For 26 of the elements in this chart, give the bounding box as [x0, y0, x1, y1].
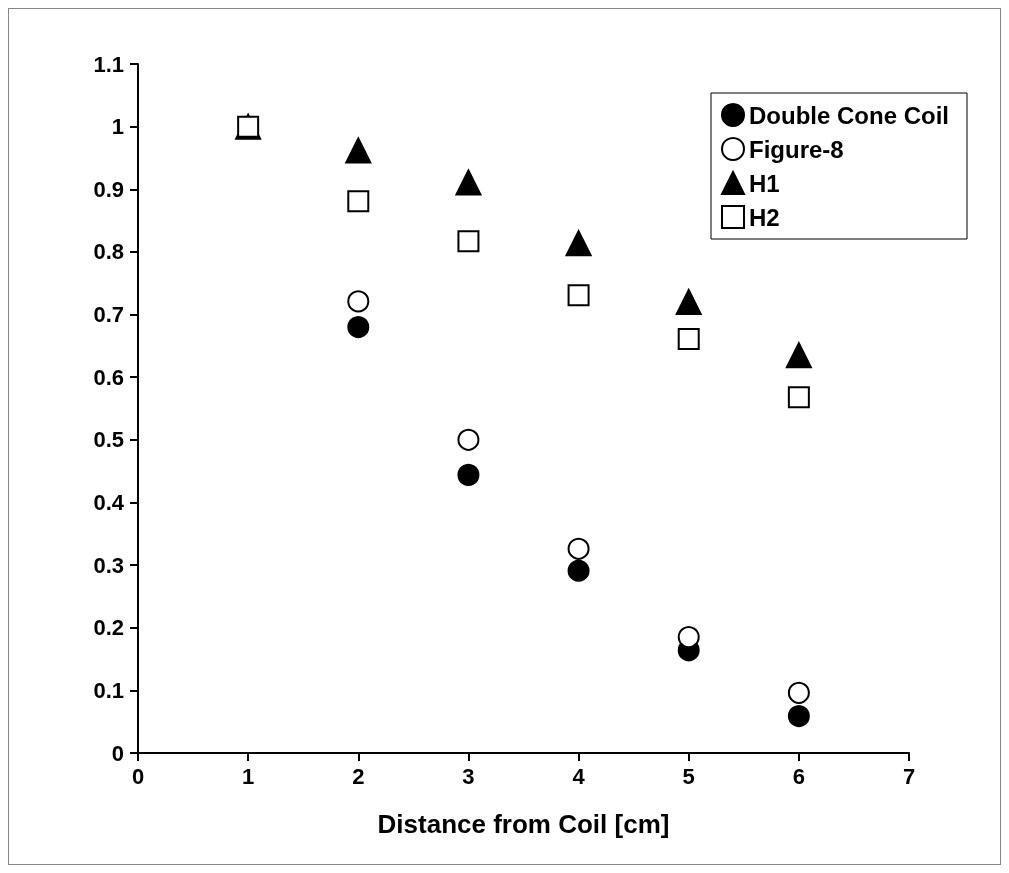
y-tick-label: 0.9	[93, 176, 124, 202]
x-tick-label: 4	[572, 763, 586, 789]
y-tick-label: 0.3	[93, 552, 124, 578]
figure-frame: Distance from Coil [cm] 0 0.1 0.2 0.3 0.4 0.5 0.6 0.7 0.8 0.9 1 1.1 0 1 2 3 4 5 6 7 Double Cone Coil Figure-8 H1 H2	[8, 8, 1001, 865]
y-tick-label: 0.6	[93, 364, 124, 390]
y-tick-label: 0.7	[93, 302, 124, 328]
x-tick-label: 3	[462, 763, 475, 789]
y-tick-label: 0.5	[93, 427, 124, 453]
y-tick-label: 1	[111, 114, 124, 140]
x-axis-title: Distance from Coil [cm]	[377, 809, 670, 839]
legend-label: Double Cone Coil	[749, 101, 950, 129]
legend-label: Figure-8	[749, 135, 844, 163]
y-tick-label: 0.1	[93, 677, 124, 703]
x-tick-label: 6	[792, 763, 805, 789]
y-tick-label: 0.2	[93, 615, 124, 641]
legend-label: H1	[749, 169, 780, 197]
y-tick-label: 0.4	[93, 489, 125, 515]
y-tick-label: 1.1	[93, 51, 124, 77]
legend-label: H2	[749, 203, 780, 231]
y-tick-label: 0.8	[93, 239, 124, 265]
x-tick-label: 2	[352, 763, 365, 789]
x-tick-label: 1	[242, 763, 255, 789]
y-tick-label: 0	[111, 740, 124, 766]
x-tick-label: 5	[682, 763, 695, 789]
x-tick-label: 7	[902, 763, 916, 789]
x-tick-label: 0	[131, 763, 145, 789]
